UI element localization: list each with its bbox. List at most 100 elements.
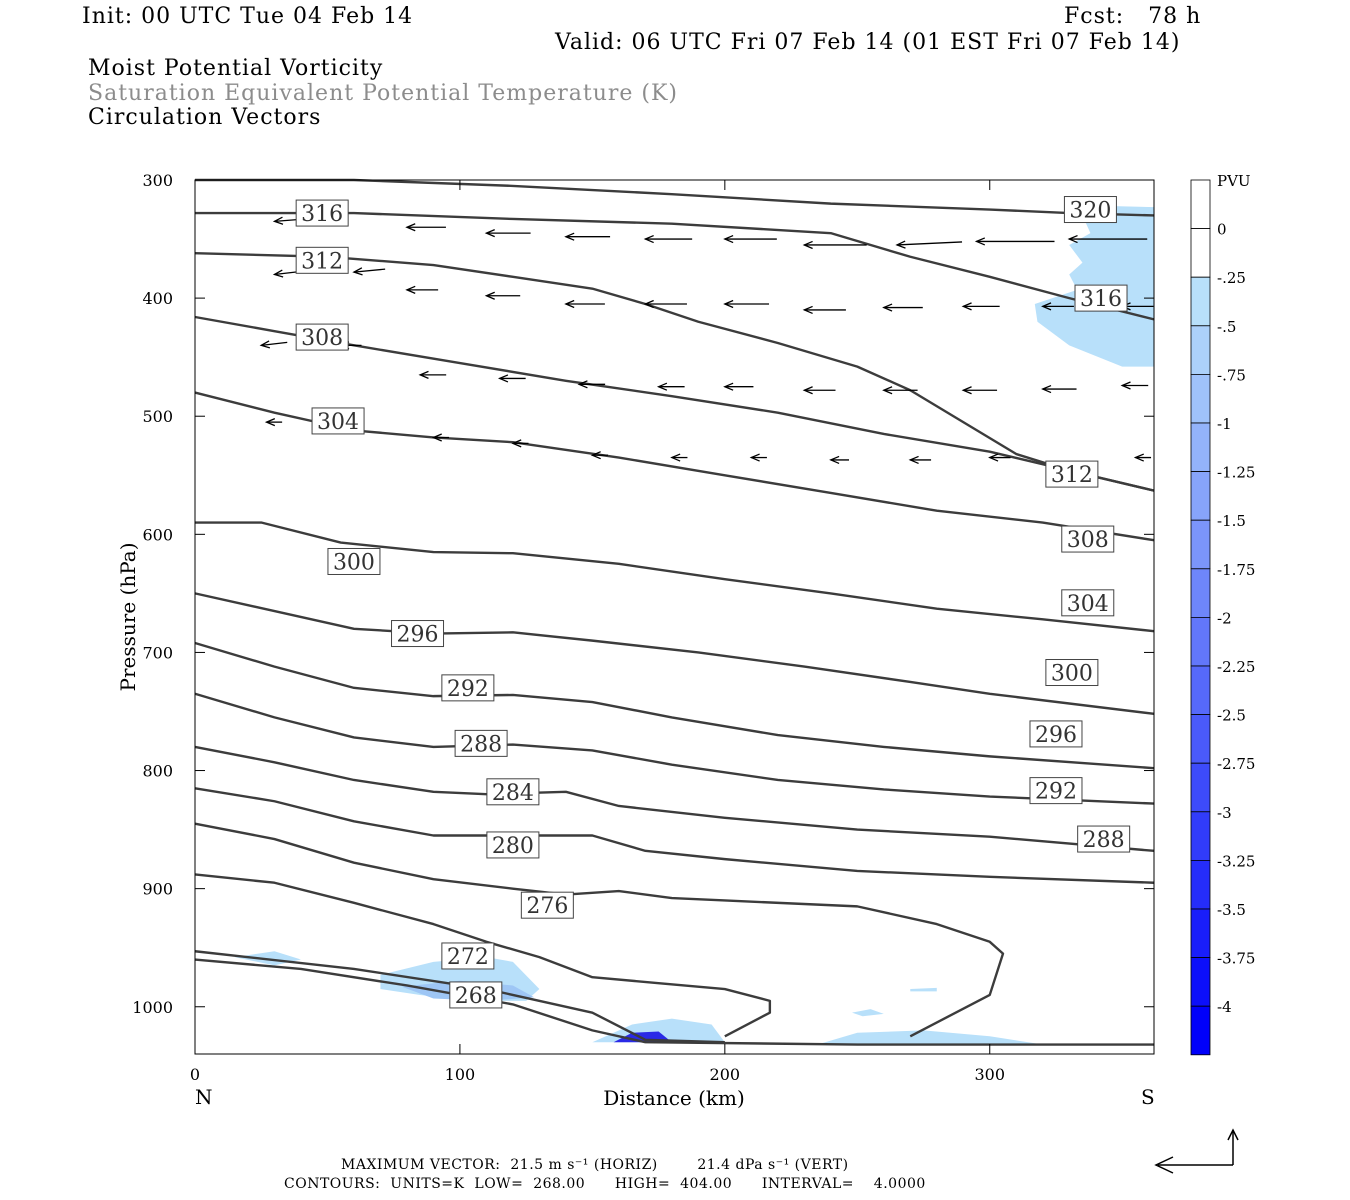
contour-label-7: 288: [454, 729, 508, 757]
colorbar-label: -1.75: [1217, 561, 1255, 579]
colorbar-label: 0: [1217, 221, 1227, 239]
svg-text:292: 292: [447, 677, 489, 702]
svg-text:300: 300: [333, 550, 375, 575]
pv-region-7: [851, 1009, 884, 1017]
svg-text:288: 288: [1083, 828, 1125, 853]
x-tick-label: 100: [445, 1065, 476, 1084]
vector-arrow-13: [484, 291, 521, 300]
contour-276: [194, 873, 772, 1038]
svg-text:296: 296: [1035, 723, 1077, 748]
x-tick-label: 0: [190, 1065, 200, 1084]
svg-text:276: 276: [526, 894, 568, 919]
contour-label-14: 316: [1074, 284, 1128, 312]
vector-arrow-3: [484, 229, 531, 238]
vector-arrow-8: [895, 240, 963, 249]
contour-label-18: 300: [1045, 659, 1099, 687]
vector-arrow-32: [1041, 384, 1077, 394]
contour-label-2: 308: [295, 323, 349, 351]
x-tick-label: 200: [710, 1065, 741, 1084]
theta-e-contours-layer: [194, 178, 1155, 1046]
svg-text:308: 308: [1067, 528, 1109, 553]
colorbar-block: [1190, 1005, 1211, 1056]
vector-arrow-39: [749, 453, 767, 462]
colorbar-label: -1: [1217, 415, 1232, 433]
colorbar-block: [1190, 568, 1211, 618]
colorbar-label: -4: [1217, 998, 1232, 1016]
colorbar-block: [1190, 617, 1211, 667]
reference-vector-icon: [1154, 1128, 1239, 1174]
colorbar-block: [1190, 276, 1211, 327]
vector-arrow-37: [590, 451, 608, 460]
svg-text:320: 320: [1069, 199, 1111, 224]
y-tick-label: 700: [142, 643, 173, 662]
colorbar-block: [1190, 228, 1211, 278]
y-tick-label: 600: [142, 525, 173, 544]
svg-text:304: 304: [317, 410, 359, 435]
y-tick-label: 300: [142, 171, 173, 190]
contour-label-20: 292: [1029, 777, 1083, 805]
vector-arrow-4: [564, 232, 611, 241]
vector-arrow-27: [656, 382, 685, 391]
colorbar-block: [1190, 762, 1211, 813]
contour-272: [194, 950, 725, 1044]
max-vector-note: MAXIMUM VECTOR: 21.5 m s⁻¹ (HORIZ) 21.4 …: [341, 1157, 849, 1173]
vector-arrow-14: [564, 299, 605, 309]
pv-region-6: [817, 1030, 1043, 1045]
svg-text:308: 308: [301, 326, 343, 351]
contour-label-17: 304: [1061, 589, 1115, 617]
y-tick-label: 900: [142, 880, 173, 899]
contour-304: [195, 521, 1155, 633]
vector-arrow-40: [829, 455, 850, 465]
vector-arrow-6: [723, 234, 777, 244]
colorbar-label: -1.25: [1217, 464, 1255, 482]
colorbar-label: -3.25: [1217, 852, 1255, 870]
contour-label-19: 296: [1029, 720, 1083, 748]
colorbar-block: [1190, 957, 1211, 1007]
field-title-pv: Moist Potential Vorticity: [88, 56, 384, 81]
contours-note: CONTOURS: UNITS=K LOW= 268.00 HIGH= 404.…: [284, 1176, 926, 1192]
contour-label-4: 300: [327, 547, 381, 575]
contour-label-15: 312: [1045, 460, 1099, 488]
colorbar-label: -3: [1217, 804, 1232, 822]
colorbar-block: [1190, 714, 1211, 764]
colorbar-label: -2.25: [1217, 658, 1255, 676]
contour-label-6: 292: [441, 674, 495, 702]
vector-arrow-42: [988, 453, 1011, 462]
vector-arrow-10: [1067, 234, 1148, 244]
colorbar-block: [1190, 665, 1211, 715]
vector-arrow-25: [497, 374, 526, 383]
colorbar-title: PVU: [1217, 172, 1251, 190]
vector-arrow-15: [643, 299, 687, 309]
colorbar-label: -2.5: [1217, 707, 1246, 725]
contour-296: [194, 641, 1155, 770]
vector-arrow-19: [961, 302, 1000, 311]
contour-320: [195, 178, 1155, 217]
svg-text:284: 284: [492, 781, 534, 806]
contour-labels-layer: 3163123083043002962922882842802762722683…: [295, 196, 1131, 1009]
colorbar-label: -2: [1217, 609, 1232, 627]
svg-text:296: 296: [397, 623, 439, 648]
field-title-theta-e: Saturation Equivalent Potential Temperat…: [88, 81, 678, 106]
colorbar-label: -3.5: [1217, 901, 1246, 919]
svg-text:268: 268: [455, 984, 497, 1009]
circulation-vectors-layer: [259, 216, 1154, 465]
colorbar-label: -1.5: [1217, 512, 1246, 530]
contour-268: [194, 958, 1154, 1046]
svg-text:316: 316: [1080, 287, 1122, 312]
init-time: Init: 00 UTC Tue 04 Feb 14: [82, 4, 414, 29]
svg-text:288: 288: [460, 732, 502, 757]
pv-region-8: [910, 987, 937, 992]
contour-316b: [195, 211, 1155, 321]
vector-arrow-35: [431, 433, 450, 442]
contour-label-3: 304: [311, 407, 365, 435]
colorbar-block: [1190, 325, 1211, 375]
svg-text:292: 292: [1035, 780, 1077, 805]
contour-label-5: 296: [391, 620, 445, 648]
contour-label-12: 268: [449, 981, 503, 1009]
vector-arrow-43: [1133, 453, 1152, 462]
svg-text:304: 304: [1067, 592, 1109, 617]
colorbar-label: -2.75: [1217, 755, 1255, 773]
axes-layer: 300 400 500 600 700 800 900 1000 0 100 200 300: [132, 171, 1154, 1084]
contour-label-10: 276: [520, 891, 574, 919]
valid-time: Valid: 06 UTC Fri 07 Feb 14 (01 EST Fri …: [555, 30, 1181, 55]
